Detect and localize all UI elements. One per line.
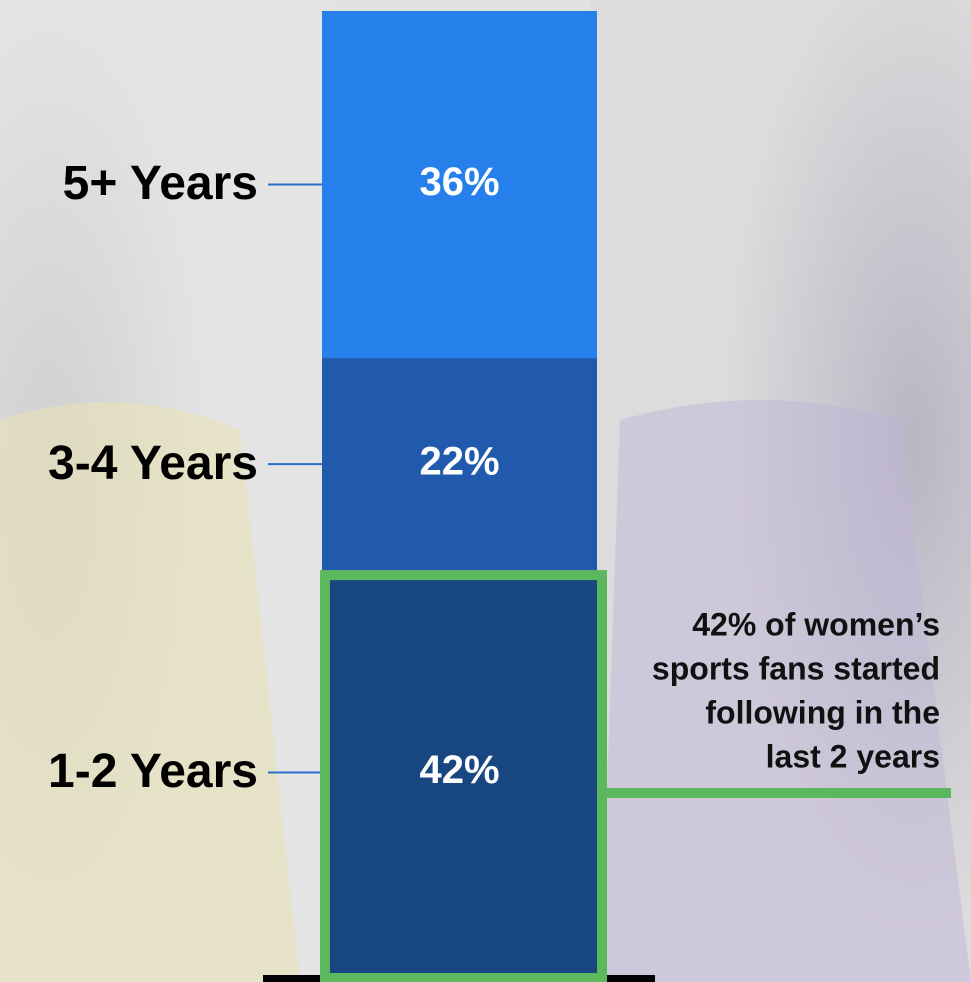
category-label: 3-4 Years: [48, 437, 258, 490]
annotation-text: 42% of women’s: [692, 606, 940, 642]
annotation-text: last 2 years: [766, 738, 940, 774]
highlight-box: [320, 570, 607, 982]
category-label: 5+ Years: [63, 157, 258, 210]
bar-segment: [322, 11, 597, 359]
category-label: 1-2 Years: [48, 745, 258, 798]
annotation-text: sports fans started: [652, 650, 940, 686]
value-label: 42%: [419, 748, 499, 792]
background-jersey-right: [600, 400, 971, 982]
bar-segment: [322, 358, 597, 571]
annotation-text: following in the: [705, 694, 940, 730]
bar-segment: [322, 570, 597, 975]
value-label: 36%: [419, 160, 499, 204]
value-label: 22%: [419, 440, 499, 484]
background-jersey-left: [0, 402, 300, 982]
